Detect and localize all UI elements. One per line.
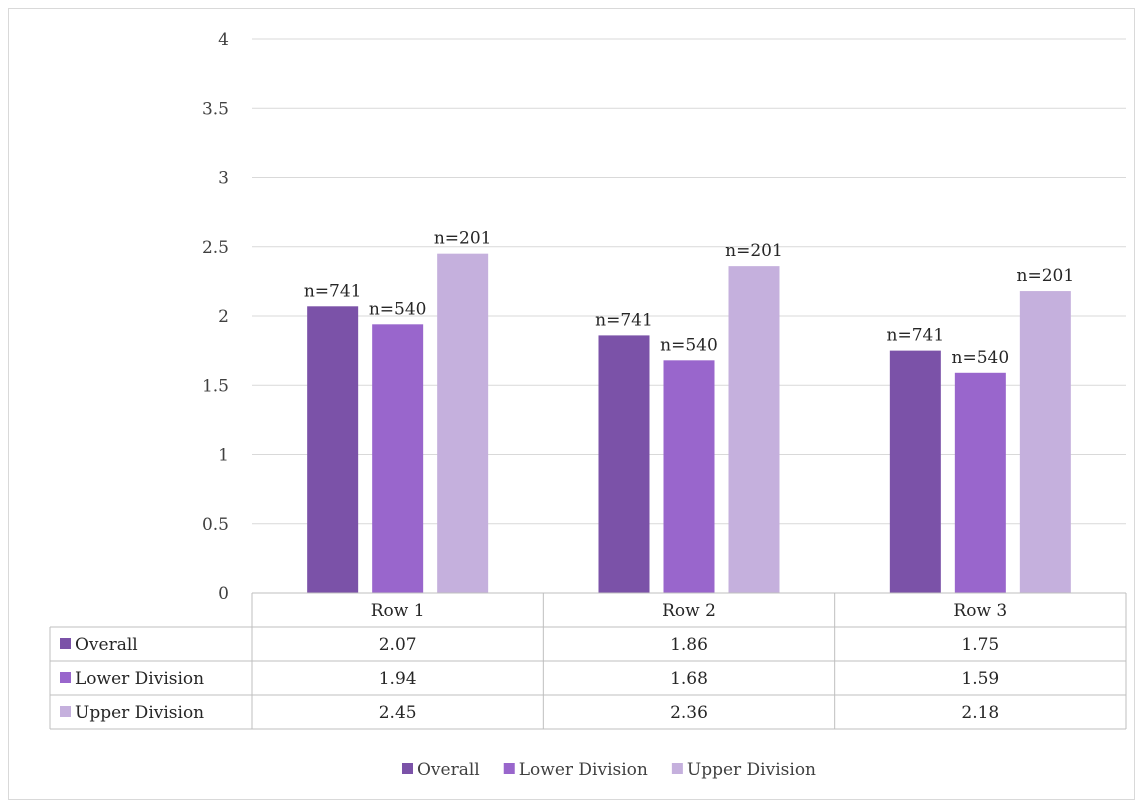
bar-data-label: n=540: [369, 299, 427, 319]
data-labels: n=741 n=540 n=201 n=741 n=540 n=201 n=741 n=540…: [304, 229, 1074, 368]
y-tick-label: 0: [218, 584, 229, 604]
x-category-label: Row 2: [662, 601, 716, 621]
bar-data-label: n=741: [595, 310, 653, 330]
bar-data-label: n=201: [1017, 266, 1075, 286]
bar-data-label: n=540: [660, 335, 718, 355]
table-cell-value: 1.94: [379, 669, 417, 689]
table-series-name: Lower Division: [75, 669, 204, 689]
table-cell-value: 1.75: [961, 635, 999, 655]
legend-label: Upper Division: [687, 760, 816, 780]
bar: [598, 335, 650, 593]
bar: [1019, 291, 1071, 593]
bar: [307, 306, 359, 593]
table-cell-value: 2.07: [379, 635, 417, 655]
table-cell-value: 2.36: [670, 703, 708, 723]
bar: [437, 253, 489, 594]
table-cell-value: 2.18: [961, 703, 999, 723]
table-cell-value: 1.59: [961, 669, 999, 689]
bar-data-label: n=201: [434, 229, 492, 249]
table-series-name: Overall: [75, 635, 138, 655]
legend-swatch: [503, 763, 515, 774]
bar-data-label: n=201: [725, 241, 783, 261]
bar: [728, 266, 780, 593]
bar: [372, 324, 424, 593]
chart-svg: 00.511.522.533.54 n=741n=540n=201n=741n=…: [49, 30, 1127, 780]
data-table: Row 1 Row 2 Row 3 Overall 2.07 1.86 1.75 Lower …: [49, 592, 1127, 730]
bar: [889, 350, 941, 593]
table-legend-key: [60, 672, 71, 683]
legend-label: Overall: [417, 760, 480, 780]
legend-label: Lower Division: [519, 760, 648, 780]
y-tick-label: 2: [218, 307, 229, 327]
bar: [954, 372, 1006, 593]
y-tick-label: 4: [218, 30, 229, 50]
bars: [307, 253, 1071, 594]
y-axis-ticks: 0 0.5 1 1.5 2 2.5 3 3.5 4: [202, 30, 229, 604]
legend-item: Lower Division: [503, 760, 648, 780]
x-category-label: Row 3: [953, 601, 1007, 621]
y-tick-label: 1: [218, 446, 229, 466]
y-tick-label: 1.5: [202, 376, 229, 396]
legend-item: Upper Division: [671, 760, 816, 780]
y-tick-label: 2.5: [202, 238, 229, 258]
legend-swatch: [401, 763, 413, 774]
y-tick-label: 3.5: [202, 99, 229, 119]
table-cell-value: 1.86: [670, 635, 708, 655]
table-legend-key: [60, 638, 71, 649]
y-tick-label: 3: [218, 169, 229, 189]
table-series-name: Upper Division: [75, 703, 204, 723]
legend: Overall Lower Division Upper Division: [401, 760, 816, 780]
bar-data-label: n=741: [304, 281, 362, 301]
y-tick-label: 0.5: [202, 515, 229, 535]
legend-item: Overall: [401, 760, 480, 780]
bar-data-label: n=540: [952, 348, 1010, 368]
bar-data-label: n=741: [887, 326, 945, 346]
chart-area: 0 0.5 1 1.5 2 2.5 3 3.5 4 n=741 n=540 n=201 n=741 n=…: [8, 8, 1135, 800]
table-legend-key: [60, 706, 71, 717]
legend-swatch: [671, 763, 683, 774]
table-cell-value: 2.45: [379, 703, 417, 723]
x-category-label: Row 1: [371, 601, 425, 621]
table-cell-value: 1.68: [670, 669, 708, 689]
bar: [663, 360, 715, 593]
